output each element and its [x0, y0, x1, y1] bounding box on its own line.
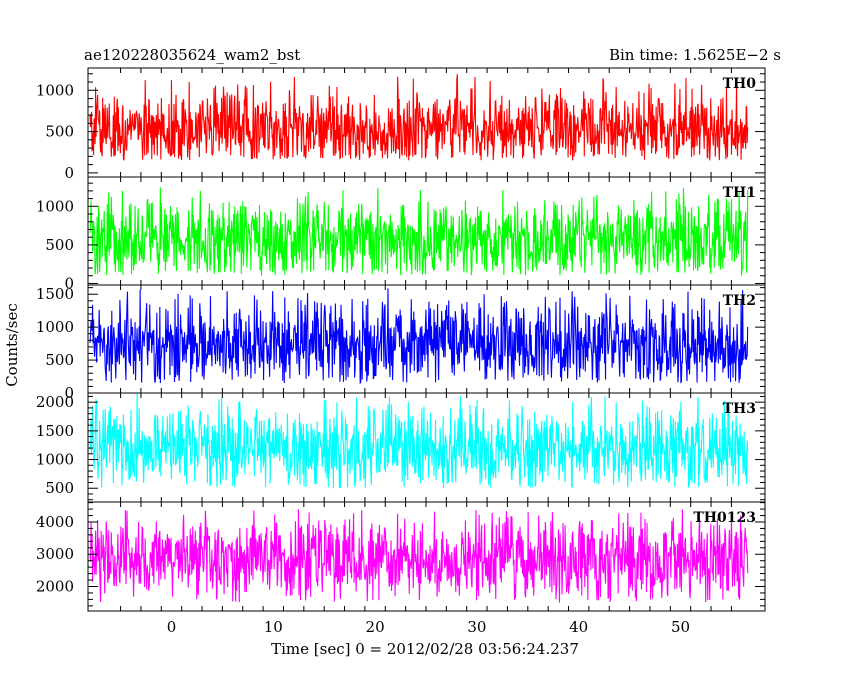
x-tick-label: 50 — [671, 618, 690, 636]
x-tick-label: 30 — [467, 618, 486, 636]
y-tick-label: 1000 — [36, 81, 74, 99]
panel-title-th3: TH3 — [723, 401, 756, 417]
y-axis-label: Counts/sec — [3, 303, 21, 387]
y-tick-label: 1500 — [36, 285, 74, 303]
panel-th0: 0 500 1000 TH0 — [36, 67, 766, 182]
series-th1-line — [89, 187, 749, 276]
y-tick-label: 4000 — [36, 513, 74, 531]
y-tick-label: 500 — [45, 479, 74, 497]
x-tick-label: 0 — [167, 618, 177, 636]
panel-title-th0123: TH0123 — [693, 510, 756, 526]
y-tick-label: 0 — [64, 274, 74, 292]
series-th2-line — [89, 288, 749, 385]
x-tick-label: 20 — [366, 618, 385, 636]
y-tick-label: 500 — [45, 123, 74, 141]
bin-time-label: Bin time: 1.5625E−2 s — [609, 46, 781, 64]
panel-title-th0: TH0 — [723, 76, 757, 92]
panel-th0123: 2000 3000 4000 TH0123 — [36, 501, 766, 612]
y-tick-label: 3000 — [36, 545, 74, 563]
y-tick-label: 1000 — [36, 318, 74, 336]
y-tick-label: 2000 — [36, 577, 74, 595]
x-axis: 0 10 20 30 40 50 — [167, 618, 690, 636]
panel-th2: 0 500 1000 1500 TH2 — [36, 284, 766, 402]
figure-title: ae120228035624_wam2_bst — [84, 46, 300, 64]
x-tick-label: 40 — [569, 618, 588, 636]
series-th0123-line — [89, 509, 749, 603]
y-tick-label: 1500 — [36, 422, 74, 440]
panels-group: 0 500 1000 TH0 0 500 1000 TH1 0 500 1000 1500 TH2 500… — [36, 67, 766, 612]
x-axis-label: Time [sec] 0 = 2012/02/28 03:56:24.237 — [271, 640, 579, 658]
y-tick-label: 2000 — [36, 393, 74, 411]
y-tick-label: 500 — [45, 236, 74, 254]
y-tick-label: 1000 — [36, 197, 74, 215]
panel-frame — [87, 501, 766, 612]
x-tick-label: 10 — [264, 618, 283, 636]
y-tick-label: 0 — [64, 164, 74, 182]
panel-title-th2: TH2 — [723, 293, 756, 309]
panel-th1: 0 500 1000 TH1 — [36, 176, 766, 292]
y-tick-label: 1000 — [36, 451, 74, 469]
panel-title-th1: TH1 — [723, 185, 756, 201]
series-th0-line — [89, 74, 749, 161]
panel-th3: 500 1000 1500 2000 TH3 — [36, 392, 766, 503]
y-tick-label: 500 — [45, 351, 74, 369]
y-tick-label: 0 — [64, 384, 74, 402]
series-th3-line — [89, 393, 749, 489]
